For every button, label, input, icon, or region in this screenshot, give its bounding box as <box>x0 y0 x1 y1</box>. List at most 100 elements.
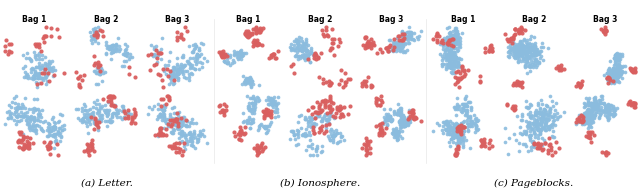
Point <box>189 46 200 49</box>
Point <box>595 112 605 115</box>
Point <box>262 95 273 98</box>
Point <box>324 138 335 141</box>
Point <box>198 134 209 137</box>
Point <box>516 47 526 50</box>
Point <box>385 108 396 111</box>
Point <box>175 65 186 68</box>
Point <box>525 138 536 141</box>
Point <box>578 120 588 124</box>
Point <box>248 118 258 121</box>
Point <box>47 59 57 62</box>
Point <box>611 57 621 60</box>
Point <box>531 48 541 51</box>
Point <box>298 56 308 59</box>
Point <box>28 73 38 76</box>
Point <box>610 73 620 76</box>
Point <box>54 126 64 129</box>
Point <box>106 51 116 54</box>
Point <box>260 126 270 129</box>
Point <box>266 115 276 118</box>
Point <box>176 63 186 66</box>
Point <box>392 133 402 136</box>
Point <box>610 72 620 75</box>
Point <box>408 116 419 119</box>
Point <box>172 74 182 77</box>
Point <box>250 146 260 150</box>
Point <box>16 118 26 121</box>
Point <box>408 38 418 41</box>
Point <box>405 118 415 121</box>
Point <box>166 80 177 83</box>
Point <box>172 117 182 120</box>
Point <box>293 55 303 58</box>
Point <box>522 44 532 47</box>
Point <box>463 100 473 103</box>
Point <box>234 138 244 141</box>
Point <box>393 138 403 141</box>
Point <box>444 34 454 37</box>
Point <box>438 44 449 47</box>
Point <box>26 77 36 80</box>
Point <box>608 73 618 76</box>
Point <box>164 125 174 128</box>
Point <box>596 94 607 98</box>
Point <box>264 112 274 115</box>
Point <box>235 130 245 133</box>
Point <box>543 124 554 127</box>
Point <box>179 56 189 59</box>
Point <box>540 113 550 116</box>
Point <box>517 85 527 88</box>
Point <box>84 154 94 157</box>
Point <box>431 122 442 125</box>
Point <box>556 64 566 67</box>
Point <box>445 54 455 57</box>
Point <box>192 61 202 64</box>
Point <box>447 126 458 130</box>
Point <box>385 115 396 118</box>
Point <box>450 29 460 32</box>
Point <box>82 124 92 127</box>
Point <box>164 113 175 116</box>
Point <box>521 52 531 55</box>
Point <box>93 70 104 73</box>
Point <box>532 122 543 126</box>
Point <box>296 113 306 117</box>
Point <box>175 125 185 128</box>
Point <box>89 149 99 152</box>
Point <box>470 125 481 128</box>
Point <box>432 41 442 44</box>
Point <box>518 47 529 50</box>
Point <box>606 72 616 75</box>
Point <box>614 73 625 76</box>
Point <box>20 112 31 115</box>
Point <box>443 63 453 66</box>
Point <box>298 133 308 136</box>
Point <box>222 53 232 56</box>
Point <box>393 35 403 38</box>
Point <box>160 64 170 67</box>
Point <box>536 127 546 131</box>
Point <box>403 37 413 40</box>
Point <box>587 104 597 107</box>
Point <box>299 46 309 49</box>
Point <box>89 31 99 34</box>
Point <box>453 69 463 72</box>
Point <box>397 113 408 116</box>
Point <box>584 109 594 112</box>
Point <box>600 29 611 32</box>
Point <box>292 42 303 45</box>
Point <box>57 128 67 131</box>
Point <box>455 72 465 75</box>
Point <box>609 112 619 115</box>
Point <box>90 27 100 30</box>
Point <box>93 71 104 74</box>
Point <box>580 115 590 118</box>
Point <box>517 51 527 54</box>
Point <box>449 60 460 63</box>
Point <box>442 123 452 126</box>
Point <box>444 35 454 38</box>
Point <box>551 67 561 70</box>
Point <box>383 116 393 119</box>
Point <box>334 108 344 111</box>
Point <box>533 115 543 118</box>
